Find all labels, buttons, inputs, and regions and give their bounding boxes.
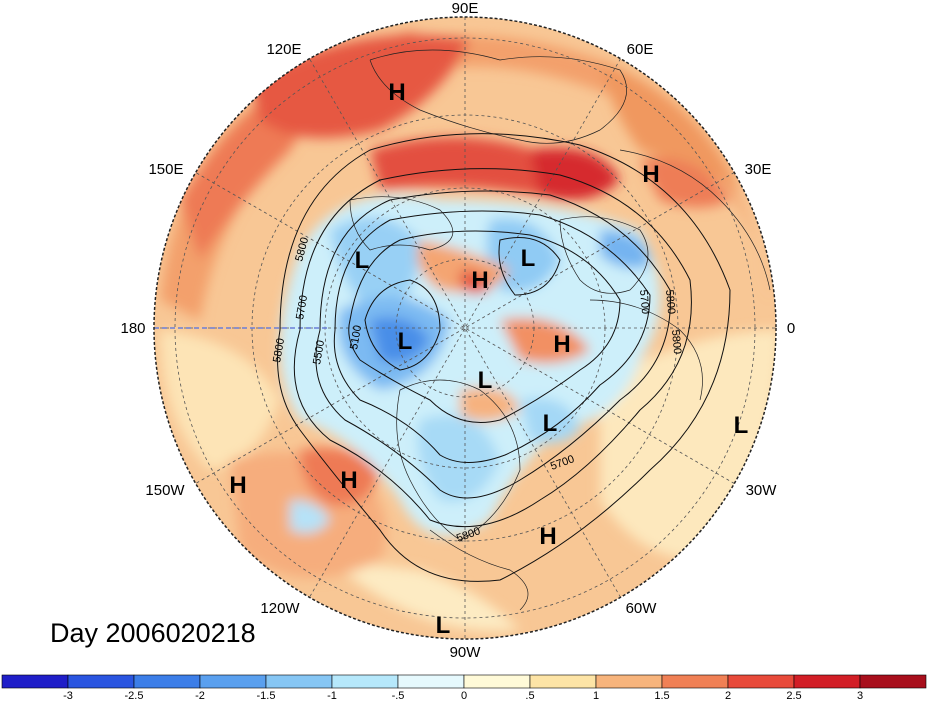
pressure-center: L	[521, 245, 536, 272]
longitude-label: 150W	[145, 482, 185, 499]
contour-label: 5700	[637, 289, 651, 314]
colorbar-swatch	[199, 674, 267, 689]
longitude-label: 60W	[626, 600, 658, 617]
colorbar-swatch	[1, 674, 69, 689]
colorbar-tick-label: 1.5	[654, 690, 669, 702]
colorbar-tick-label: -3	[63, 690, 73, 702]
longitude-label: 90W	[450, 644, 482, 661]
longitude-label: 30W	[746, 482, 778, 499]
colorbar-swatch	[331, 674, 399, 689]
colorbar-swatch	[859, 674, 927, 689]
colorbar-swatch	[661, 674, 729, 689]
pressure-center: H	[553, 331, 570, 358]
pressure-center: H	[471, 267, 488, 294]
pressure-center: H	[229, 472, 246, 499]
pressure-center: L	[398, 328, 413, 355]
pressure-center: L	[355, 247, 370, 274]
pressure-centers: H L H L L H L H L L L H H H L	[229, 79, 749, 639]
pressure-center: L	[543, 410, 558, 437]
colorbar-tick-label: -.5	[392, 690, 405, 702]
colorbar-tick-label: 2	[725, 690, 731, 702]
date-label: Day 2006020218	[50, 618, 256, 648]
contour-label: 5100	[348, 324, 364, 350]
contour-label: 5800	[669, 329, 683, 354]
colorbar-swatch	[397, 674, 465, 689]
colorbar-swatch	[463, 674, 531, 689]
pressure-center: L	[436, 612, 451, 639]
longitude-label: 0	[787, 320, 795, 337]
colorbar-swatch	[67, 674, 135, 689]
colorbar-swatch	[529, 674, 597, 689]
contour-label: 5700	[294, 294, 310, 320]
pressure-center: L	[478, 367, 493, 394]
contour-label: 5800	[663, 289, 677, 314]
colorbar-swatch	[265, 674, 333, 689]
colorbar-tick-label: 1	[593, 690, 599, 702]
longitude-label: 180	[120, 320, 145, 337]
colorbar-swatch	[727, 674, 795, 689]
colorbar-swatch	[793, 674, 861, 689]
pressure-center: H	[642, 161, 659, 188]
height-contours	[277, 133, 731, 582]
colorbar-tick-label: 0	[461, 690, 467, 702]
longitude-label: 30E	[745, 161, 772, 178]
colorbar-swatch	[595, 674, 663, 689]
longitude-label: 120E	[266, 41, 301, 58]
colorbar-tick-label: 3	[857, 690, 863, 702]
pressure-center: H	[340, 467, 357, 494]
colorbar-tick-label: -2.5	[125, 690, 144, 702]
colorbar-tick-label: 2.5	[786, 690, 801, 702]
pressure-center: H	[388, 79, 405, 106]
pressure-center: H	[539, 523, 556, 550]
contour-label: 5500	[311, 339, 327, 365]
longitude-label: 150E	[148, 161, 183, 178]
contour-labels: 5800 5700 5500 5100 5800 5700 5800 5800 …	[271, 236, 683, 545]
longitude-label: 90E	[452, 0, 479, 17]
colorbar: -3 -2.5 -2 -1.5 -1 -.5 0 .5 1 1.5 2 2.5 3	[1, 674, 927, 702]
map-boundary	[153, 16, 777, 640]
colorbar-tick-label: .5	[525, 690, 534, 702]
colorbar-swatch	[133, 674, 201, 689]
longitude-label: 120W	[260, 600, 300, 617]
colorbar-tick-label: -1.5	[257, 690, 276, 702]
colorbar-tick-label: -1	[327, 690, 337, 702]
contour-label: 5800	[271, 337, 287, 363]
longitude-labels: 90E 60E 30E 0 30W 60W 90W 120W 150W 180 …	[120, 0, 795, 661]
longitude-label: 60E	[627, 41, 654, 58]
coastlines	[349, 49, 771, 611]
pressure-center: L	[734, 412, 749, 439]
colorbar-tick-label: -2	[195, 690, 205, 702]
